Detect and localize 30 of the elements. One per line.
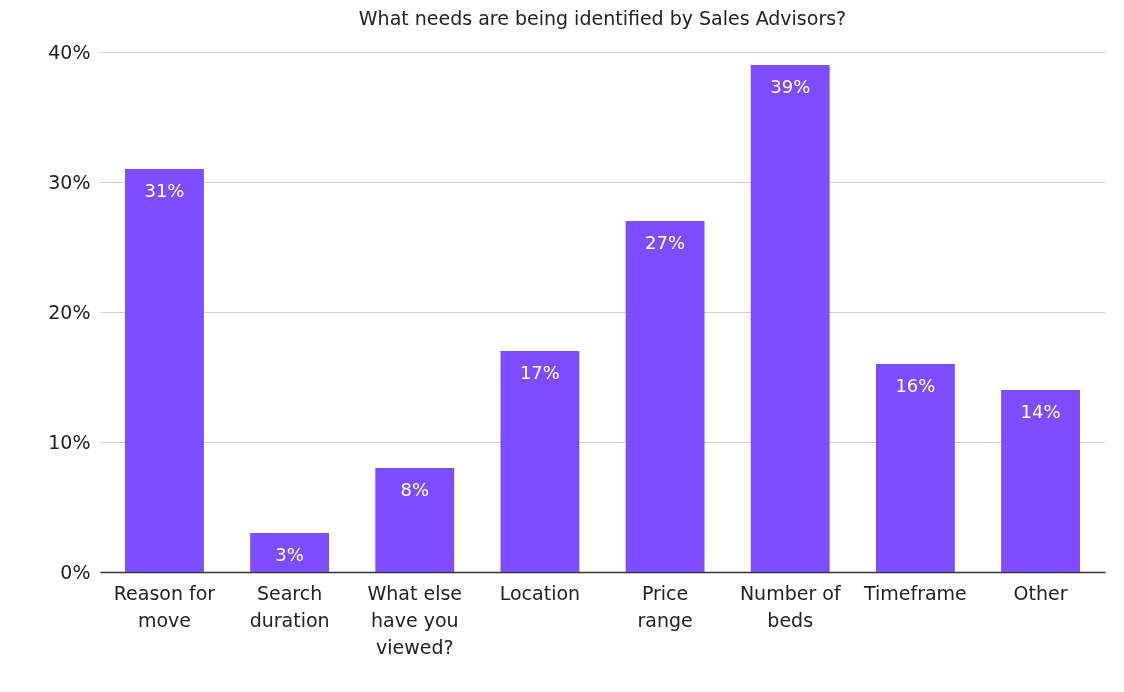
data-label: 16%: [895, 375, 936, 396]
x-tick-label: What else have you viewed?: [367, 581, 463, 658]
bar: [250, 533, 330, 572]
chart-title: What needs are being identified by Sales Advisors?: [358, 7, 847, 29]
y-tick-label: 0%: [60, 560, 91, 583]
y-tick-label: 30%: [48, 170, 91, 193]
bar: [500, 351, 580, 572]
x-tick-label: Timeframe: [862, 581, 967, 604]
y-tick-label: 10%: [48, 430, 91, 453]
x-tick-label: Search duration: [249, 581, 330, 631]
y-tick-label: 40%: [48, 40, 91, 63]
data-label: 17%: [519, 362, 560, 383]
x-tick-label: Other: [1013, 581, 1068, 604]
x-tick-label: Number of beds: [739, 581, 842, 631]
y-tick-label: 20%: [48, 300, 91, 323]
data-label: 8%: [400, 479, 430, 500]
bar: [625, 221, 705, 572]
x-tick-label: Location: [499, 581, 581, 604]
x-tick-label: Reason for move: [113, 581, 216, 631]
data-label: 3%: [275, 544, 304, 565]
bar: [375, 468, 455, 572]
data-label: 14%: [1020, 401, 1061, 422]
bar: [750, 65, 830, 572]
bar: [875, 364, 955, 572]
data-label: 27%: [645, 232, 686, 253]
data-label: 31%: [144, 180, 185, 201]
data-label: 39%: [770, 76, 811, 97]
x-tick-label: Price range: [637, 581, 693, 631]
bar: [1001, 390, 1080, 572]
bar: [125, 169, 204, 572]
